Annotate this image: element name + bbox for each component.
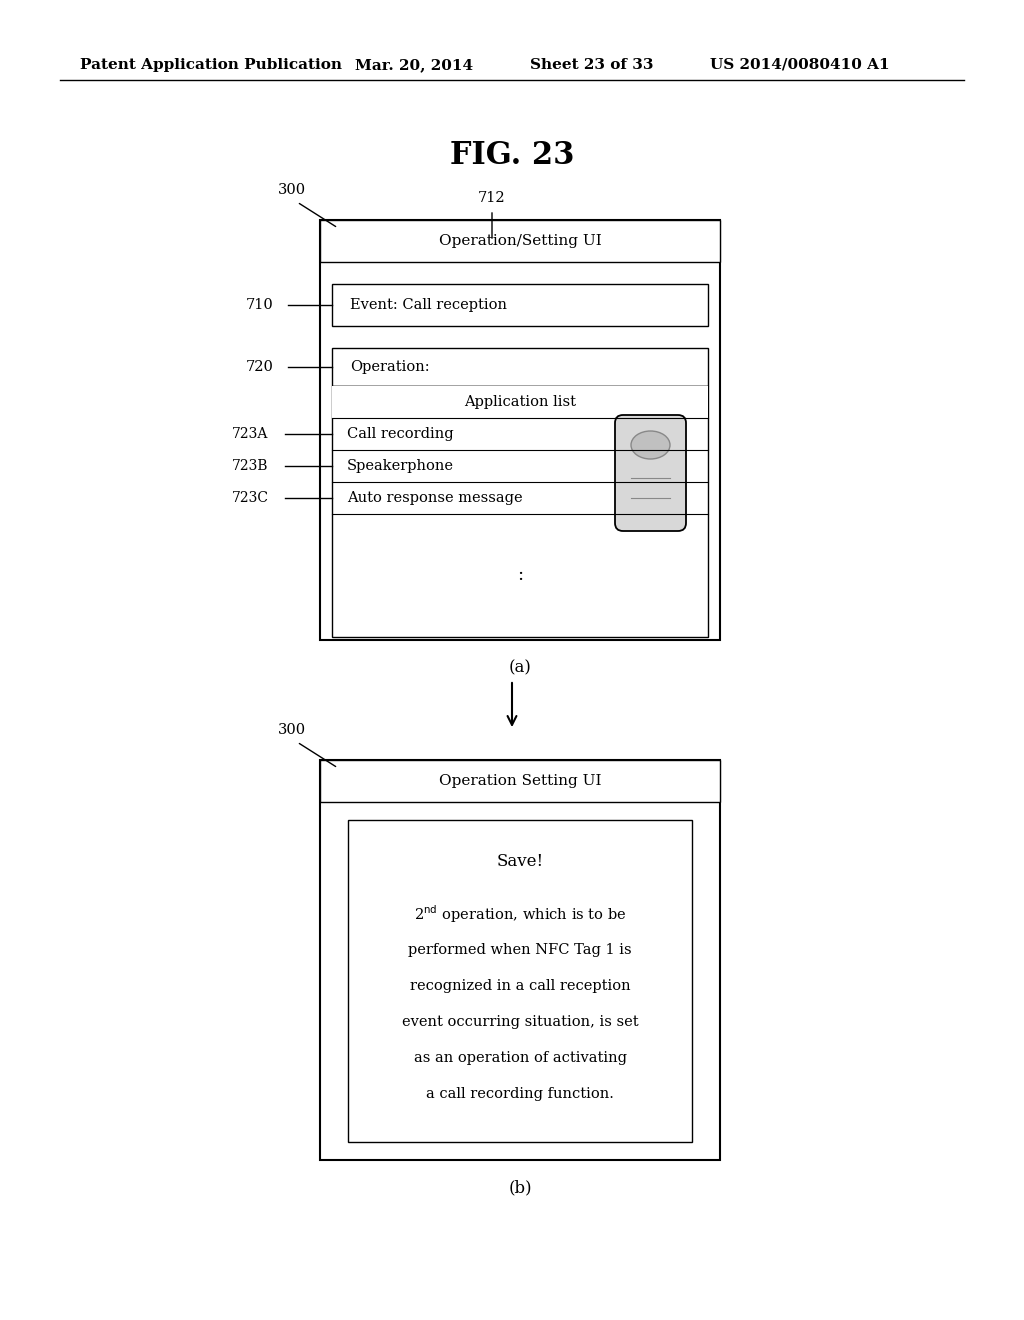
Text: 723B: 723B [231, 459, 268, 473]
Text: :: : [517, 566, 523, 585]
Text: as an operation of activating: as an operation of activating [414, 1051, 627, 1065]
Text: Operation Setting UI: Operation Setting UI [438, 774, 601, 788]
Text: performed when NFC Tag 1 is: performed when NFC Tag 1 is [409, 942, 632, 957]
Bar [319, 760, 720, 803]
Text: (b): (b) [508, 1180, 531, 1196]
Text: Auto response message: Auto response message [347, 491, 522, 506]
Text: Mar. 20, 2014: Mar. 20, 2014 [355, 58, 473, 73]
Bar [332, 348, 708, 385]
Text: Application list: Application list [464, 395, 575, 409]
Text: Call recording: Call recording [347, 426, 454, 441]
Text: 723A: 723A [231, 426, 268, 441]
Text: Operation/Setting UI: Operation/Setting UI [438, 234, 601, 248]
Bar [348, 820, 692, 1142]
Bar [332, 385, 708, 418]
Text: event occurring situation, is set: event occurring situation, is set [401, 1015, 638, 1030]
Bar [332, 284, 708, 326]
Text: 720: 720 [246, 360, 274, 374]
Text: recognized in a call reception: recognized in a call reception [410, 979, 631, 993]
Bar [319, 220, 720, 640]
Bar [319, 220, 720, 261]
Text: 712: 712 [478, 191, 506, 205]
Bar [332, 385, 708, 638]
Text: 723C: 723C [231, 491, 268, 506]
Text: 300: 300 [278, 723, 306, 737]
Text: 710: 710 [246, 298, 273, 312]
Text: Operation:: Operation: [350, 360, 430, 374]
Text: (a): (a) [509, 660, 531, 676]
Text: Speakerphone: Speakerphone [347, 459, 454, 473]
Text: Save!: Save! [497, 854, 544, 870]
Text: 2$^\mathrm{nd}$ operation, which is to be: 2$^\mathrm{nd}$ operation, which is to b… [414, 903, 627, 925]
Text: a call recording function.: a call recording function. [426, 1086, 614, 1101]
Text: FIG. 23: FIG. 23 [450, 140, 574, 170]
Bar [319, 760, 720, 1160]
Text: Patent Application Publication: Patent Application Publication [80, 58, 342, 73]
Text: US 2014/0080410 A1: US 2014/0080410 A1 [710, 58, 890, 73]
Text: Sheet 23 of 33: Sheet 23 of 33 [530, 58, 653, 73]
Text: 300: 300 [278, 183, 306, 197]
Ellipse shape [631, 432, 670, 459]
Text: Event: Call reception: Event: Call reception [350, 298, 507, 312]
FancyBboxPatch shape [615, 414, 686, 531]
